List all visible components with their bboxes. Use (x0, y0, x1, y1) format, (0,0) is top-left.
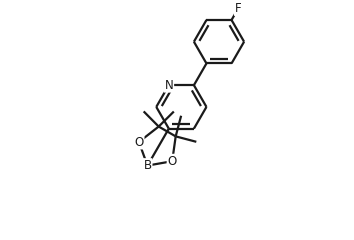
Text: O: O (167, 155, 177, 168)
Text: B: B (143, 159, 152, 172)
Text: O: O (134, 136, 143, 149)
Text: F: F (235, 2, 241, 15)
Text: N: N (165, 79, 173, 92)
